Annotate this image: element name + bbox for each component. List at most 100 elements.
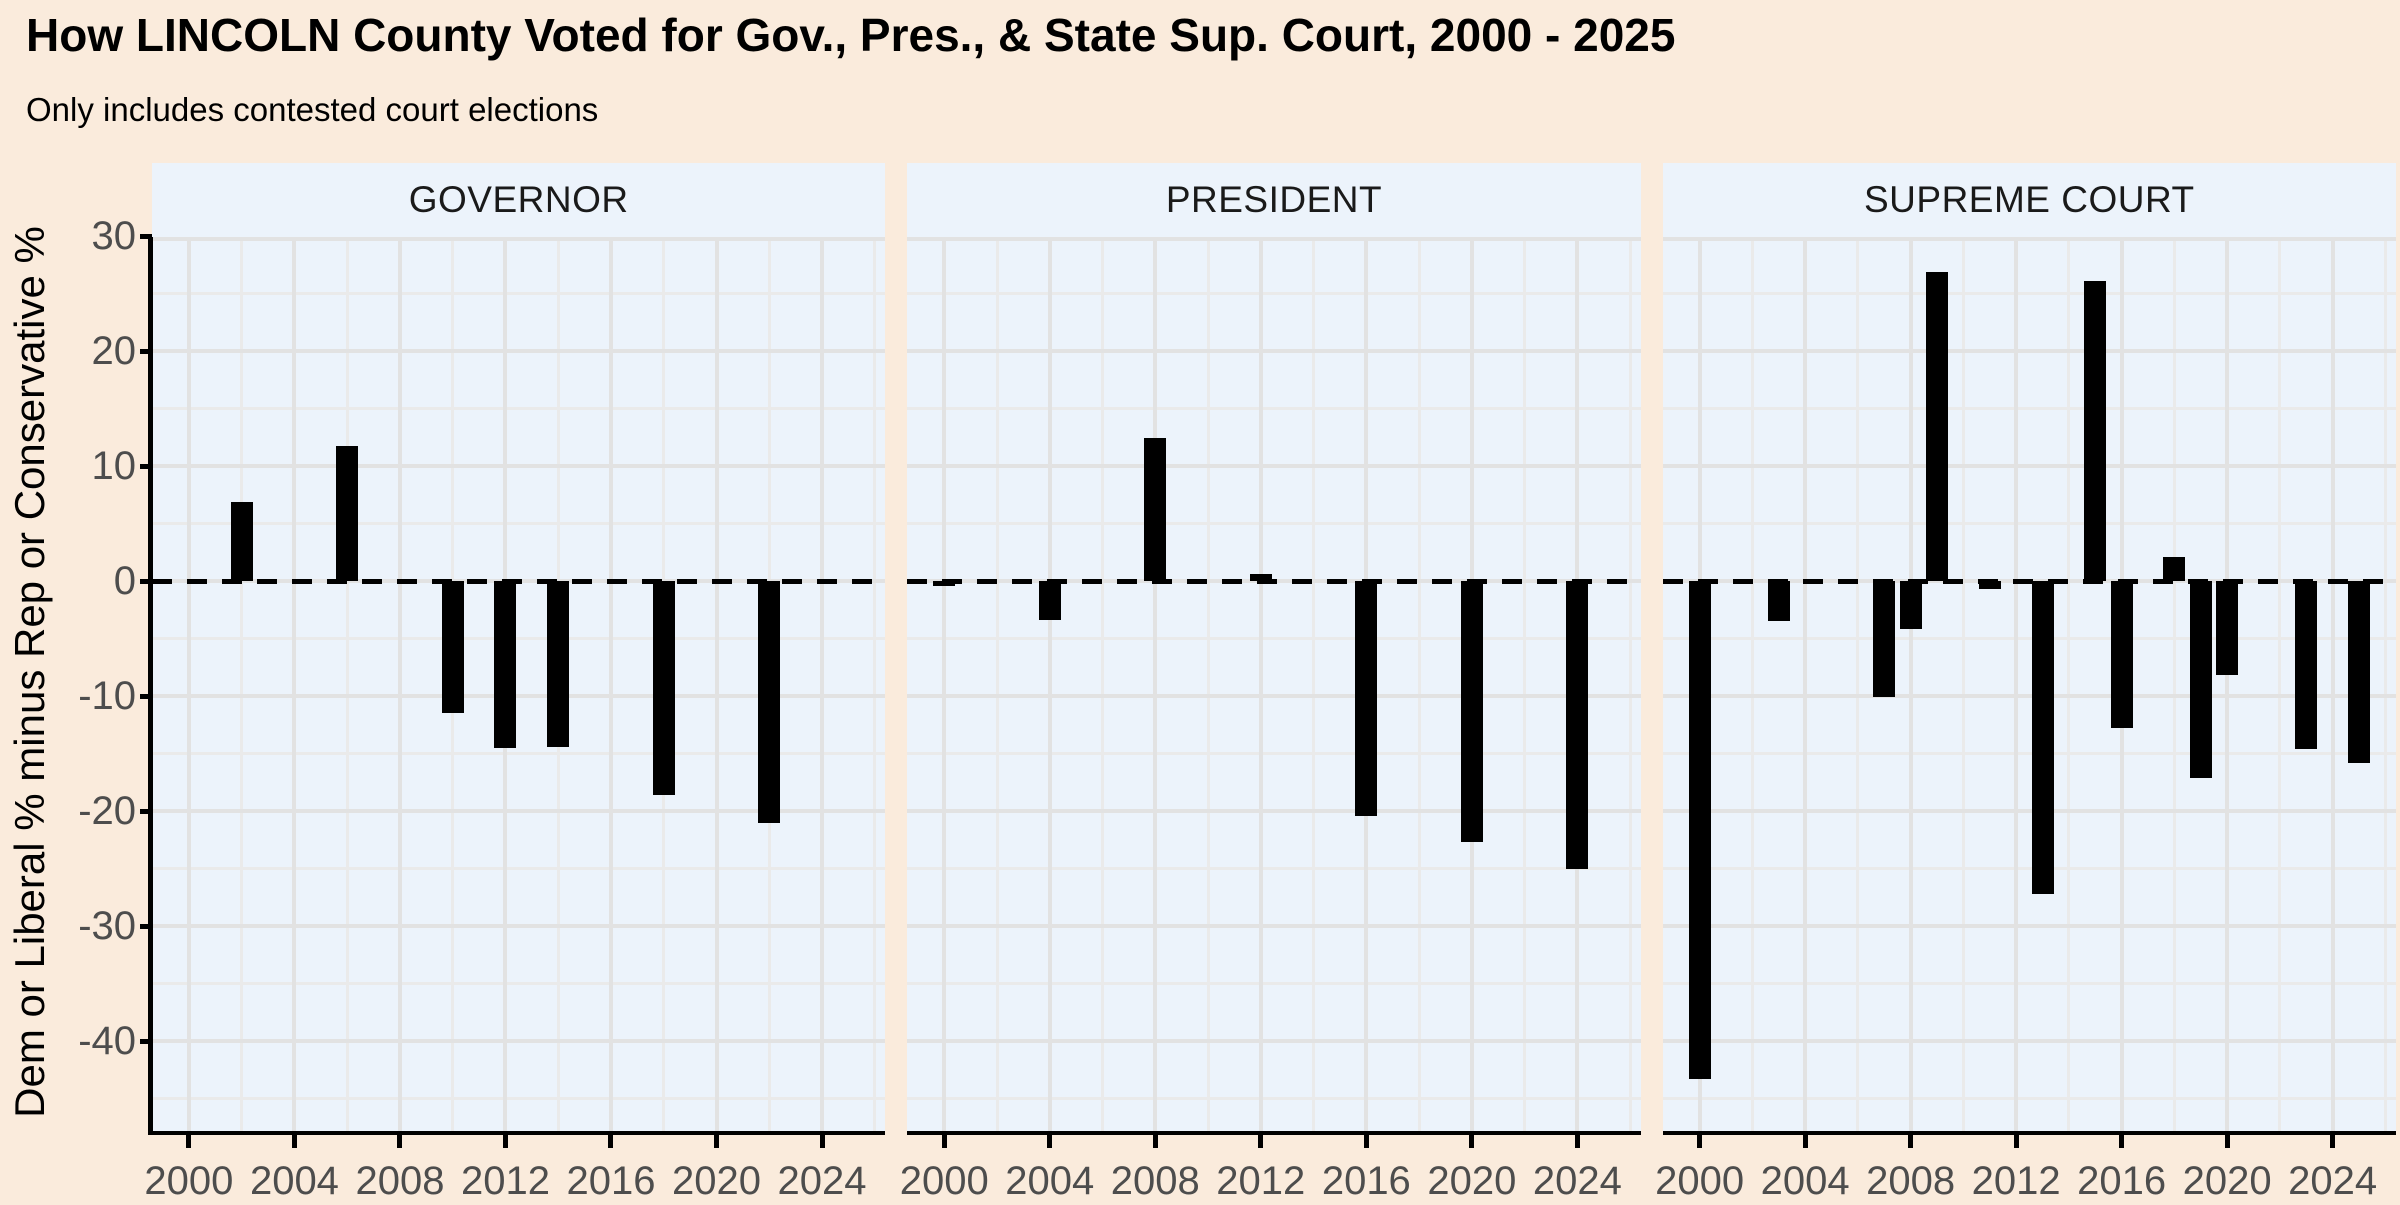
grid-minor-y [152, 522, 886, 525]
bar [336, 446, 359, 581]
grid-minor-y [1662, 522, 2396, 525]
x-tick-label: 2020 [1427, 1159, 1517, 1203]
bar [1978, 581, 2001, 590]
grid-major-y [152, 1039, 886, 1043]
grid-minor-x [345, 237, 349, 1131]
grid-minor-y [1662, 982, 2396, 985]
plot-area [907, 237, 1641, 1135]
y-tick-label: -10 [78, 674, 136, 718]
grid-minor-x [1628, 237, 1632, 1131]
y-tick-label: 20 [91, 329, 137, 373]
grid-minor-x [1856, 237, 1860, 1131]
x-axis-tick [186, 1135, 192, 1148]
grid-minor-y [1662, 867, 2396, 870]
bar [2084, 280, 2107, 581]
grid-minor-y [907, 292, 1641, 295]
grid-minor-y [907, 522, 1641, 525]
bar [230, 501, 253, 581]
grid-minor-x [2067, 237, 2071, 1131]
facet-panel: SUPREME COURT 2000 2004 2008 2012 2016 2020 202… [1655, 163, 2396, 1203]
grid-minor-x [873, 237, 877, 1131]
x-tick-label: 2012 [1216, 1159, 1306, 1203]
x-axis-tick [941, 1135, 947, 1148]
grid-minor-x [2278, 237, 2282, 1131]
y-tick-label: 10 [91, 444, 137, 488]
grid-major-y [907, 809, 1641, 813]
y-axis-tick [140, 349, 153, 354]
y-axis-tick [140, 809, 153, 814]
grid-major-y [1662, 694, 2396, 698]
grid-major-y [907, 464, 1641, 468]
grid-minor-y [1662, 1097, 2396, 1100]
grid-minor-y [152, 752, 886, 755]
bar [1899, 581, 1922, 630]
grid-major-y [1662, 237, 2396, 241]
x-axis-tick [2013, 1135, 2019, 1148]
bar [2189, 581, 2212, 778]
grid-minor-y [907, 407, 1641, 410]
bar [1767, 581, 1790, 622]
x-tick-label: 2024 [2288, 1159, 2378, 1203]
x-axis-tick [291, 1135, 297, 1148]
grid-minor-x [1206, 237, 1210, 1131]
grid-major-x [2225, 237, 2230, 1131]
grid-minor-x [1523, 237, 1527, 1131]
y-tick-label: -30 [78, 904, 136, 948]
grid-minor-y [1662, 637, 2396, 640]
grid-minor-y [152, 982, 886, 985]
grid-major-x [2330, 237, 2335, 1131]
grid-major-x [608, 237, 613, 1131]
x-tick-label: 2012 [1971, 1159, 2061, 1203]
grid-major-y [152, 924, 886, 928]
x-tick-label: 2008 [1866, 1159, 1956, 1203]
grid-major-x [1153, 237, 1158, 1131]
grid-minor-y [907, 637, 1641, 640]
x-tick-label: 2008 [355, 1159, 445, 1203]
grid-major-x [2014, 237, 2019, 1131]
y-axis-tick [140, 694, 153, 699]
grid-major-y [907, 349, 1641, 353]
page-title: How LINCOLN County Voted for Gov., Pres.… [26, 9, 1676, 61]
x-axis-tick [1363, 1135, 1369, 1148]
grid-major-x [186, 237, 191, 1131]
grid-major-x [1908, 237, 1913, 1131]
grid-major-y [152, 809, 886, 813]
x-axis-tick [2119, 1135, 2125, 1148]
grid-minor-x [1417, 237, 1421, 1131]
y-axis-tick [140, 464, 153, 469]
grid-major-x [714, 237, 719, 1131]
facet-strip-label: PRESIDENT [1165, 179, 1383, 220]
y-axis-tick [140, 924, 153, 929]
grid-major-x [1803, 237, 1808, 1131]
grid-minor-x [2172, 237, 2176, 1131]
x-axis-tick [1908, 1135, 1914, 1148]
bar [1144, 438, 1167, 581]
y-axis-tick [140, 234, 153, 239]
x-axis-tick [1258, 1135, 1264, 1148]
bar [2031, 581, 2054, 894]
bar [1038, 581, 1061, 621]
grid-minor-y [1662, 292, 2396, 295]
grid-minor-x [1750, 237, 1754, 1131]
grid-major-y [152, 464, 886, 468]
grid-minor-y [152, 867, 886, 870]
y-tick-label: 30 [91, 214, 137, 258]
grid-minor-x [995, 237, 999, 1131]
grid-minor-x [1101, 237, 1105, 1131]
x-tick-label: 2004 [249, 1159, 339, 1203]
bar [494, 581, 517, 748]
zero-line [152, 578, 886, 584]
grid-major-y [1662, 349, 2396, 353]
x-axis-tick [714, 1135, 719, 1148]
grid-major-y [1662, 809, 2396, 813]
page-subtitle: Only includes contested court elections [26, 91, 599, 128]
bar [2295, 581, 2318, 749]
grid-major-x [1047, 237, 1052, 1131]
y-axis-tick [140, 579, 153, 584]
grid-major-y [1662, 924, 2396, 928]
grid-minor-y [152, 637, 886, 640]
grid-major-y [152, 349, 886, 353]
x-tick-label: 2008 [1110, 1159, 1200, 1203]
grid-major-x [292, 237, 297, 1131]
x-axis-tick [1802, 1135, 1808, 1148]
